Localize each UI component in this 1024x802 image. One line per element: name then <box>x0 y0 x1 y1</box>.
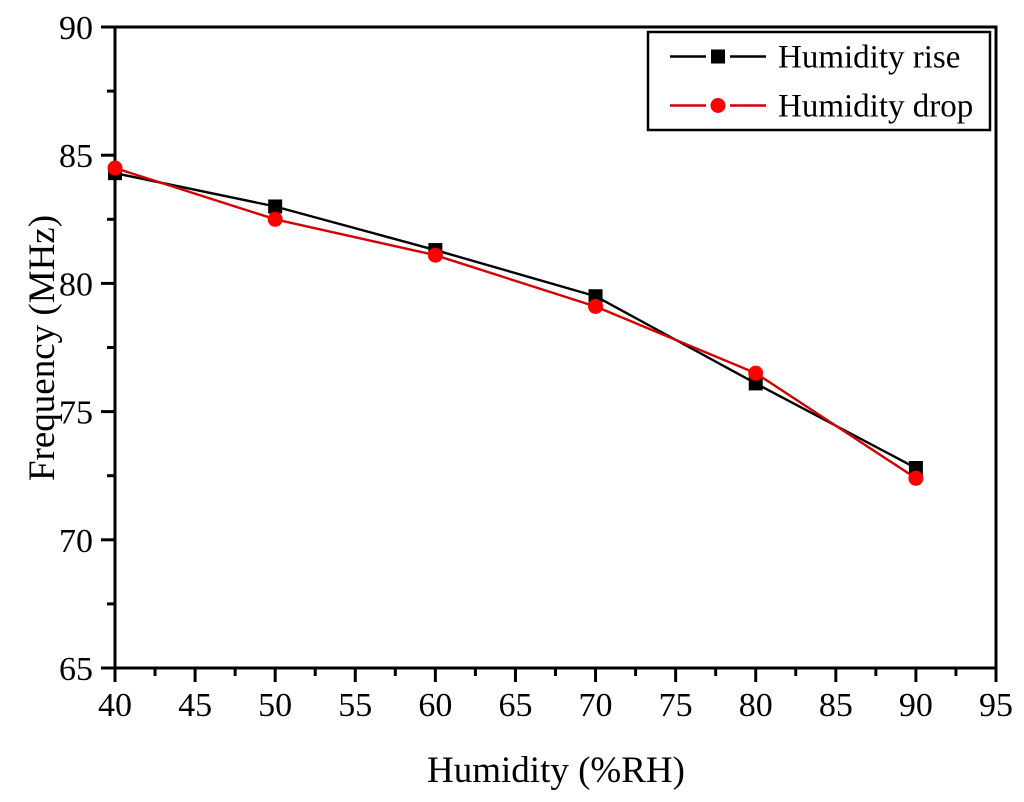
x-tick-label: 75 <box>659 687 693 724</box>
legend-marker-square-humidity-rise <box>711 49 725 64</box>
y-tick-label: 65 <box>59 651 93 688</box>
marker-square-humidity-rise <box>268 199 283 214</box>
x-tick-label: 70 <box>579 687 613 724</box>
legend-label-humidity-drop: Humidity drop <box>778 89 973 125</box>
y-tick-label: 90 <box>59 10 93 47</box>
legend-box <box>646 30 992 132</box>
marker-circle-humidity-drop <box>588 298 604 314</box>
x-tick-label: 60 <box>418 687 452 724</box>
x-tick-label: 65 <box>498 687 532 724</box>
y-tick-label: 75 <box>59 395 93 432</box>
legend: Humidity rise Humidity drop <box>646 30 992 132</box>
y-axis-title: Frequency (MHz) <box>22 215 63 481</box>
marker-square-humidity-rise <box>588 289 603 304</box>
legend-label-humidity-rise: Humidity rise <box>778 40 960 76</box>
x-tick-label: 90 <box>899 687 933 724</box>
marker-circle-humidity-drop <box>107 160 123 176</box>
x-tick-label: 40 <box>98 687 132 724</box>
x-axis-title: Humidity (%RH) <box>427 750 685 791</box>
x-tick-label: 85 <box>819 687 853 724</box>
y-tick-label: 70 <box>59 523 93 560</box>
marker-circle-humidity-drop <box>267 211 283 227</box>
marker-square-humidity-rise <box>748 376 763 391</box>
x-tick-label: 50 <box>258 687 292 724</box>
x-tick-label: 95 <box>979 687 1013 724</box>
marker-circle-humidity-drop <box>908 470 924 486</box>
x-tick-label: 55 <box>338 687 372 724</box>
y-tick-label: 85 <box>59 138 93 175</box>
series-line-humidity-drop <box>114 166 917 480</box>
x-tick-label: 80 <box>739 687 773 724</box>
legend-marker-circle-humidity-drop <box>710 98 726 113</box>
marker-circle-humidity-drop <box>748 365 764 381</box>
marker-square-humidity-rise <box>908 461 923 476</box>
marker-circle-humidity-drop <box>427 247 443 263</box>
y-tick-label: 80 <box>59 266 93 303</box>
x-tick-label: 45 <box>178 687 212 724</box>
series-line-humidity-rise <box>114 171 917 470</box>
